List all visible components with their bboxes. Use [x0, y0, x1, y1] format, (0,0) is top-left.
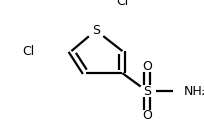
Text: O: O	[142, 60, 152, 73]
Text: Cl: Cl	[22, 45, 35, 58]
Text: S: S	[92, 24, 100, 37]
Text: NH₂: NH₂	[184, 85, 204, 98]
Text: O: O	[142, 109, 152, 122]
Text: Cl: Cl	[116, 0, 129, 8]
Text: S: S	[143, 85, 151, 98]
